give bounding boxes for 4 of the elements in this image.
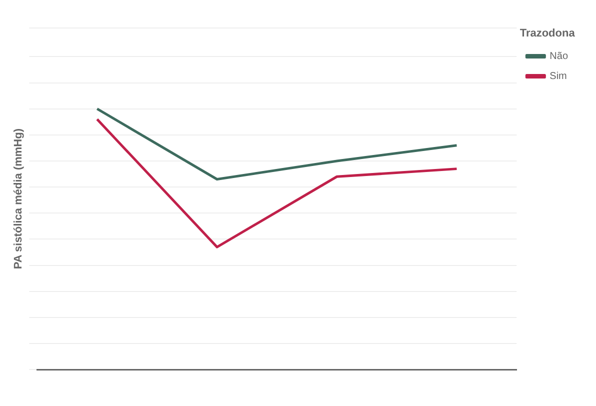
y-axis-title: PA sistólica média (mmHg) bbox=[12, 128, 25, 270]
legend-label: Sim bbox=[550, 70, 567, 82]
legend-label: Não bbox=[550, 50, 568, 62]
legend-title: Trazodona bbox=[520, 28, 576, 40]
